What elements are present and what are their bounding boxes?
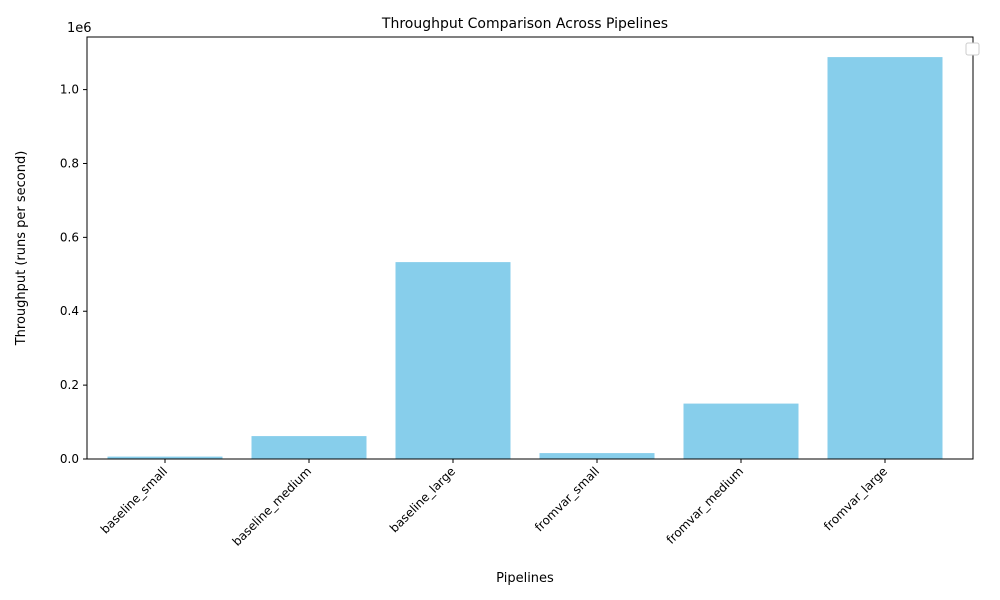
- x-tick-label: baseline_small: [98, 464, 170, 536]
- bars-group: [107, 57, 943, 459]
- y-tick-label: 1.0: [60, 83, 79, 97]
- bar-baseline-large: [395, 262, 511, 459]
- bar-fromvar-medium: [683, 403, 799, 459]
- x-tick-label: baseline_large: [387, 464, 458, 535]
- y-tick-label: 0.4: [60, 304, 79, 318]
- y-tick-label: 0.2: [60, 378, 79, 392]
- y-tick-label: 0.8: [60, 156, 79, 170]
- x-tick-label: fromvar_large: [821, 464, 890, 533]
- x-axis-ticks: baseline_small baseline_medium baseline_la…: [98, 459, 890, 549]
- y-tick-label: 0.0: [60, 452, 79, 466]
- bar-fromvar-large: [827, 57, 943, 459]
- legend-box: [965, 42, 980, 56]
- y-tick-label: 0.6: [60, 230, 79, 244]
- bar-baseline-medium: [251, 436, 367, 459]
- x-tick-label: fromvar_medium: [664, 464, 746, 546]
- x-tick-label: baseline_medium: [230, 464, 315, 549]
- bar-fromvar-small: [539, 453, 655, 459]
- chart-title: Throughput Comparison Across Pipelines: [381, 16, 668, 32]
- x-axis-label: Pipelines: [496, 571, 554, 586]
- y-axis-label: Throughput (runs per second): [14, 151, 29, 347]
- y-axis-offset-label: 1e6: [67, 21, 92, 36]
- y-axis-ticks: 0.0 0.2 0.4 0.6 0.8 1.0: [60, 83, 87, 466]
- x-tick-label: fromvar_small: [532, 464, 602, 534]
- axes-frame: [86, 36, 974, 460]
- bar-baseline-small: [107, 456, 223, 459]
